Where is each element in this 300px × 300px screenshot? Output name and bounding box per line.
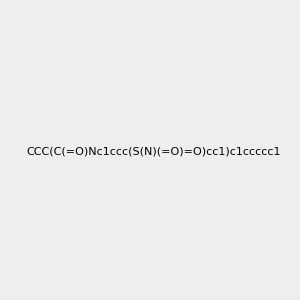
Text: CCC(C(=O)Nc1ccc(S(N)(=O)=O)cc1)c1ccccc1: CCC(C(=O)Nc1ccc(S(N)(=O)=O)cc1)c1ccccc1 (26, 146, 281, 157)
